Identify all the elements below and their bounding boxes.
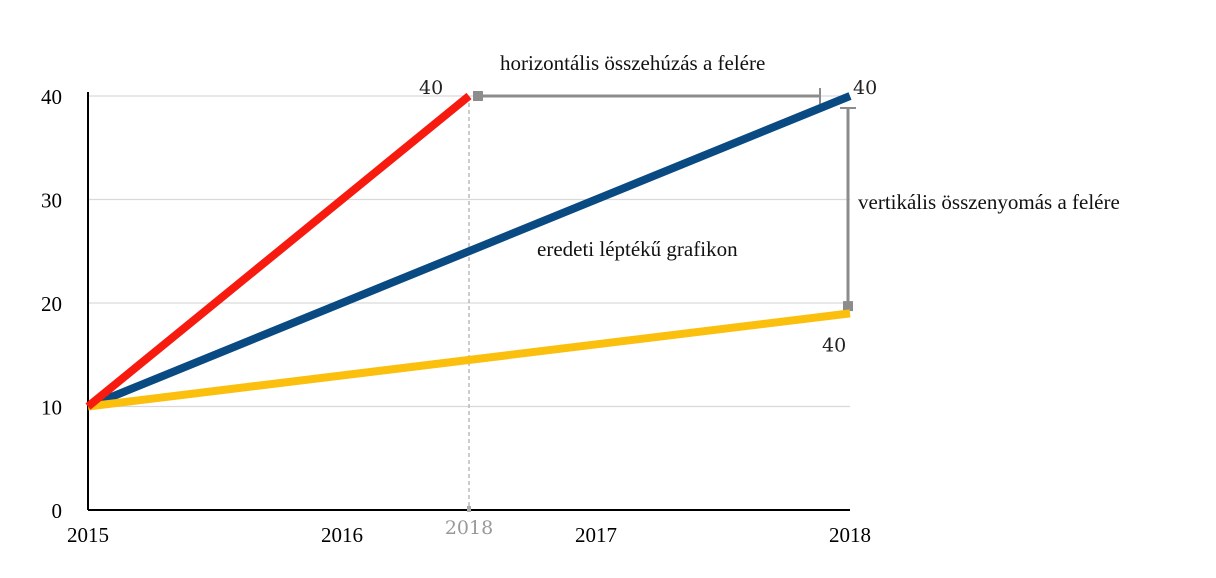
tick-labels: 0 10 20 30 40 2015 2016 2017 2018 (41, 85, 871, 547)
x-tick-label-2018: 2018 (829, 523, 871, 547)
blue-end-value: 40 (853, 77, 877, 99)
series-line-horizontal (85, 92, 472, 410)
annotation-guides (467, 88, 856, 512)
yellow-end-value: 40 (822, 334, 846, 356)
vertical-annotation: vertikális összenyomás a felére (858, 190, 1120, 214)
y-tick-label-40: 40 (41, 85, 62, 109)
compressed-x-tick (467, 506, 471, 512)
annotation-labels: 2018 40 40 40 horizontális összehúzás a felé… (419, 51, 1120, 539)
red-end-value: 40 (419, 77, 443, 99)
x-tick-label-2015: 2015 (67, 523, 109, 547)
horizontal-bracket-start (473, 91, 483, 101)
horizontal-annotation: horizontális összehúzás a felére (500, 51, 765, 75)
x-tick-label-2016: 2016 (321, 523, 363, 547)
vertical-bracket-bottom (843, 301, 853, 312)
y-tick-label-0: 0 (52, 499, 63, 523)
series-line-original (86, 92, 852, 411)
series-line-vertical (87, 309, 851, 411)
series-lines (85, 92, 852, 411)
y-tick-label-30: 30 (41, 189, 62, 213)
x-tick-label-2017: 2017 (575, 523, 617, 547)
y-tick-label-10: 10 (41, 396, 62, 420)
original-annotation: eredeti léptékű grafikon (537, 237, 738, 261)
compressed-x-label: 2018 (445, 517, 493, 539)
y-tick-label-20: 20 (41, 292, 62, 316)
